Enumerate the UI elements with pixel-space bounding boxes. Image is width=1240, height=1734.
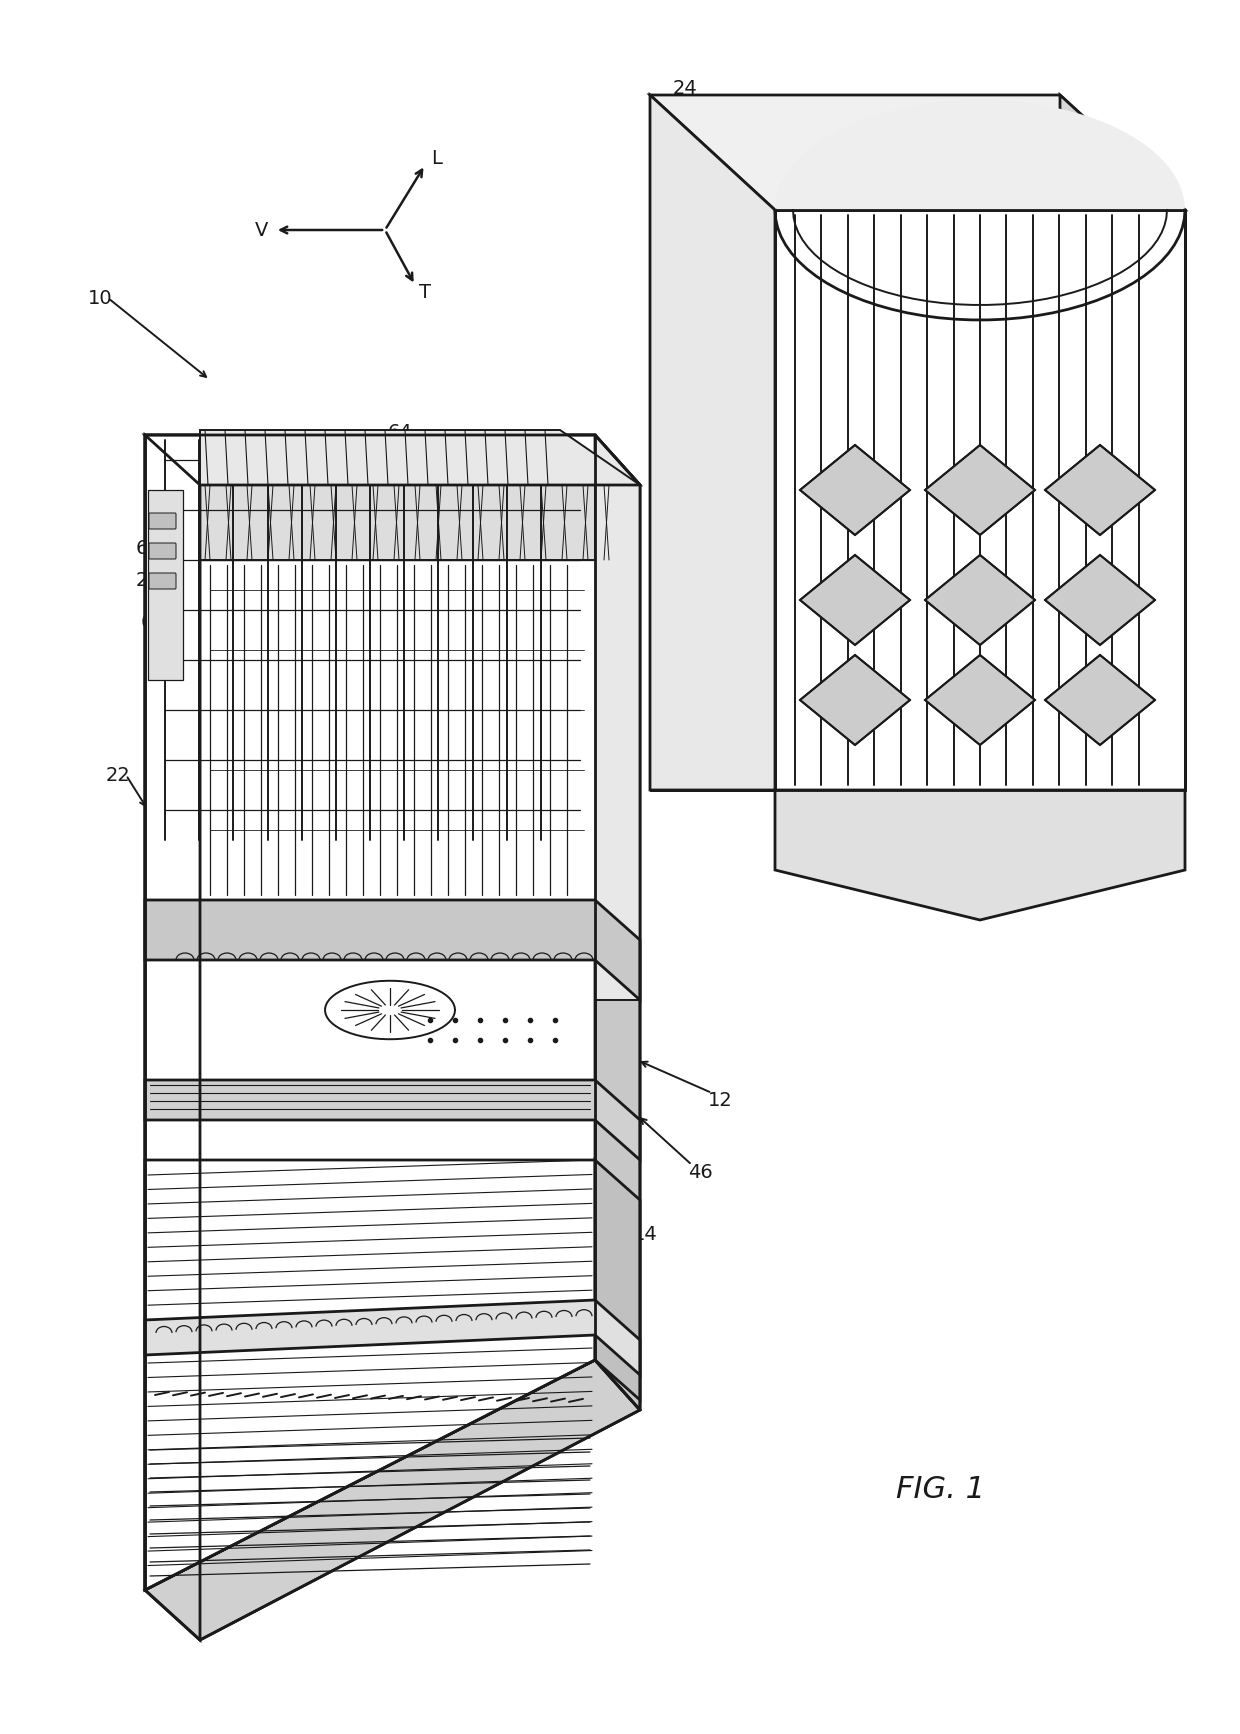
Polygon shape — [148, 491, 184, 680]
Polygon shape — [800, 655, 910, 746]
Text: 22: 22 — [105, 765, 130, 784]
Text: FIG. 1: FIG. 1 — [895, 1476, 985, 1505]
FancyBboxPatch shape — [149, 513, 176, 529]
Polygon shape — [650, 95, 1185, 210]
Text: T: T — [419, 283, 432, 302]
Polygon shape — [925, 555, 1035, 645]
Polygon shape — [1045, 655, 1154, 746]
Text: 46: 46 — [688, 1164, 712, 1183]
Text: 66: 66 — [140, 612, 165, 631]
Polygon shape — [925, 655, 1035, 746]
Polygon shape — [200, 430, 640, 486]
Polygon shape — [200, 560, 595, 900]
Polygon shape — [800, 446, 910, 536]
FancyBboxPatch shape — [149, 543, 176, 558]
Polygon shape — [775, 210, 1185, 791]
Text: 64: 64 — [388, 423, 413, 442]
Text: 12: 12 — [708, 1091, 733, 1110]
Text: V: V — [255, 220, 269, 239]
Polygon shape — [775, 791, 1185, 921]
Polygon shape — [800, 555, 910, 645]
Polygon shape — [1060, 95, 1185, 791]
Polygon shape — [595, 435, 640, 1410]
Text: 70: 70 — [176, 440, 201, 460]
Polygon shape — [200, 486, 640, 560]
Text: 68: 68 — [135, 539, 160, 558]
Polygon shape — [145, 1160, 595, 1590]
Polygon shape — [145, 1300, 640, 1375]
Polygon shape — [595, 435, 640, 1001]
Text: L: L — [432, 149, 443, 168]
Polygon shape — [200, 560, 640, 900]
Text: 40: 40 — [608, 865, 632, 884]
Polygon shape — [775, 101, 1185, 210]
Polygon shape — [650, 95, 775, 791]
Polygon shape — [145, 435, 595, 1590]
FancyBboxPatch shape — [149, 572, 176, 590]
Text: 36: 36 — [143, 829, 167, 848]
Text: 26: 26 — [135, 570, 160, 590]
Polygon shape — [145, 435, 200, 1640]
Polygon shape — [595, 1160, 640, 1399]
Text: 14: 14 — [632, 1226, 657, 1245]
Text: 20: 20 — [180, 480, 205, 499]
Polygon shape — [145, 1359, 640, 1640]
Polygon shape — [145, 900, 640, 1001]
Polygon shape — [925, 446, 1035, 536]
Polygon shape — [1045, 446, 1154, 536]
Text: 10: 10 — [88, 288, 113, 307]
Polygon shape — [1045, 555, 1154, 645]
Text: 30: 30 — [418, 1458, 443, 1477]
Polygon shape — [145, 435, 640, 486]
Polygon shape — [145, 1080, 640, 1160]
Text: 24: 24 — [672, 78, 697, 97]
